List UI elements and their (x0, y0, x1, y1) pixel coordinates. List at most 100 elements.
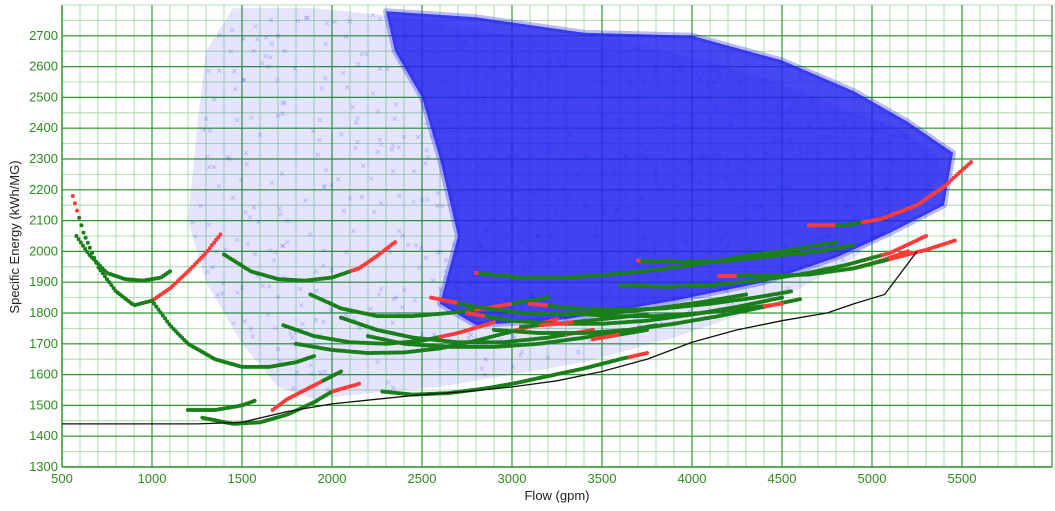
x-axis-title: Flow (gpm) (524, 488, 589, 503)
cloud-mark (399, 304, 405, 310)
cloud-mark (260, 61, 265, 66)
pump-curve (366, 323, 658, 349)
cloud-mark (641, 236, 646, 241)
cloud-mark (691, 97, 696, 103)
cloud-mark (313, 317, 319, 323)
cloud-mark (805, 144, 811, 149)
cloud-mark (547, 59, 553, 65)
cloud-mark (419, 332, 425, 337)
pump-curve (186, 398, 257, 412)
cloud-mark (250, 334, 255, 339)
cloud-mark (206, 222, 211, 227)
cloud-mark (561, 192, 566, 198)
cloud-mark (329, 182, 334, 188)
curve-point-feasible (834, 240, 838, 245)
cloud-core (383, 8, 956, 329)
cloud-mark (438, 287, 443, 292)
cloud-mark (448, 146, 454, 151)
curve-point-feasible (85, 240, 90, 245)
cloud-mark (583, 203, 588, 209)
cloud-mark (328, 308, 334, 314)
cloud-mark (638, 152, 643, 157)
cloud-mark (749, 134, 754, 139)
curve-point-feasible (339, 369, 343, 374)
y-tick-label: 2200 (29, 182, 58, 197)
curve-point-feasible (150, 298, 154, 303)
cloud-mark (825, 232, 831, 238)
cloud-mark (679, 126, 685, 131)
pump-curve (852, 238, 957, 271)
curve-point-feasible (789, 289, 793, 294)
cloud-mark (228, 49, 234, 54)
cloud-mark (925, 186, 931, 192)
cloud-mark (669, 63, 674, 69)
curve-point-infeasible (924, 234, 928, 238)
cloud-mark (635, 262, 640, 267)
cloud-mark (773, 138, 779, 144)
cloud-mark (479, 366, 484, 371)
cloud-mark (375, 359, 380, 365)
cloud-mark (716, 154, 722, 159)
cloud-mark (595, 106, 600, 111)
cloud-mark (303, 15, 309, 21)
cloud-mark (519, 303, 524, 309)
cloud-mark (511, 290, 516, 295)
cloud-mark (535, 233, 541, 239)
cloud-mark (285, 218, 290, 224)
cloud-mark (760, 281, 766, 286)
cloud-mark (448, 195, 454, 200)
cloud-mark (685, 239, 690, 244)
cloud-mark (636, 95, 642, 100)
cloud-mark (656, 83, 662, 89)
cloud-mark (561, 186, 567, 192)
curve-point-infeasible (205, 248, 210, 253)
cloud-mark (378, 286, 384, 292)
cloud-mark (555, 257, 561, 263)
cloud-mark (524, 118, 530, 124)
cloud-mark (343, 34, 349, 39)
cloud-mark (824, 205, 830, 211)
cloud-mark (322, 183, 328, 189)
cloud-mark (483, 357, 488, 362)
cloud-mark (353, 145, 358, 151)
cloud-mark (513, 83, 518, 89)
cloud-mark (266, 64, 271, 69)
cloud-mark (818, 236, 824, 242)
cloud-mark (507, 159, 512, 165)
cloud-mark (393, 295, 399, 300)
x-tick-label: 3500 (588, 471, 617, 486)
curve-point-feasible (168, 269, 172, 274)
cloud-mark (510, 333, 516, 339)
cloud-mark (288, 331, 293, 336)
cloud-mark (192, 234, 198, 239)
cloud-mark (626, 255, 632, 260)
cloud-mark (257, 132, 263, 138)
cloud-mark (220, 281, 226, 286)
cloud-mark (255, 36, 260, 42)
cloud-mark (478, 244, 484, 250)
cloud-mark (275, 346, 281, 352)
cloud-mark (300, 321, 305, 327)
x-tick-labels: 500 1000 1500 2000 2500 3000 3500 4000 4500 5000 5… (51, 471, 976, 486)
cloud-mark (917, 173, 923, 179)
cloud-mark (357, 325, 363, 331)
cloud-mark (653, 172, 658, 177)
x-tick-label: 2000 (318, 471, 347, 486)
cloud-mark (821, 172, 827, 178)
cloud-mark (435, 203, 440, 208)
cloud-mark (742, 106, 748, 112)
cloud-mark (216, 183, 222, 189)
cloud-mark (339, 132, 344, 137)
cloud-mark (768, 119, 773, 125)
cloud-mark (419, 197, 425, 203)
cloud-mark (401, 134, 407, 140)
pump-curve (222, 240, 397, 283)
cloud-mark (592, 225, 598, 230)
cloud-mark (321, 184, 327, 190)
cloud-mark (658, 242, 664, 248)
cloud-mark (811, 194, 816, 200)
cloud-mark (663, 156, 668, 162)
cloud-mark (463, 95, 468, 101)
cloud-mark (389, 147, 395, 152)
cloud-mark (212, 97, 217, 102)
